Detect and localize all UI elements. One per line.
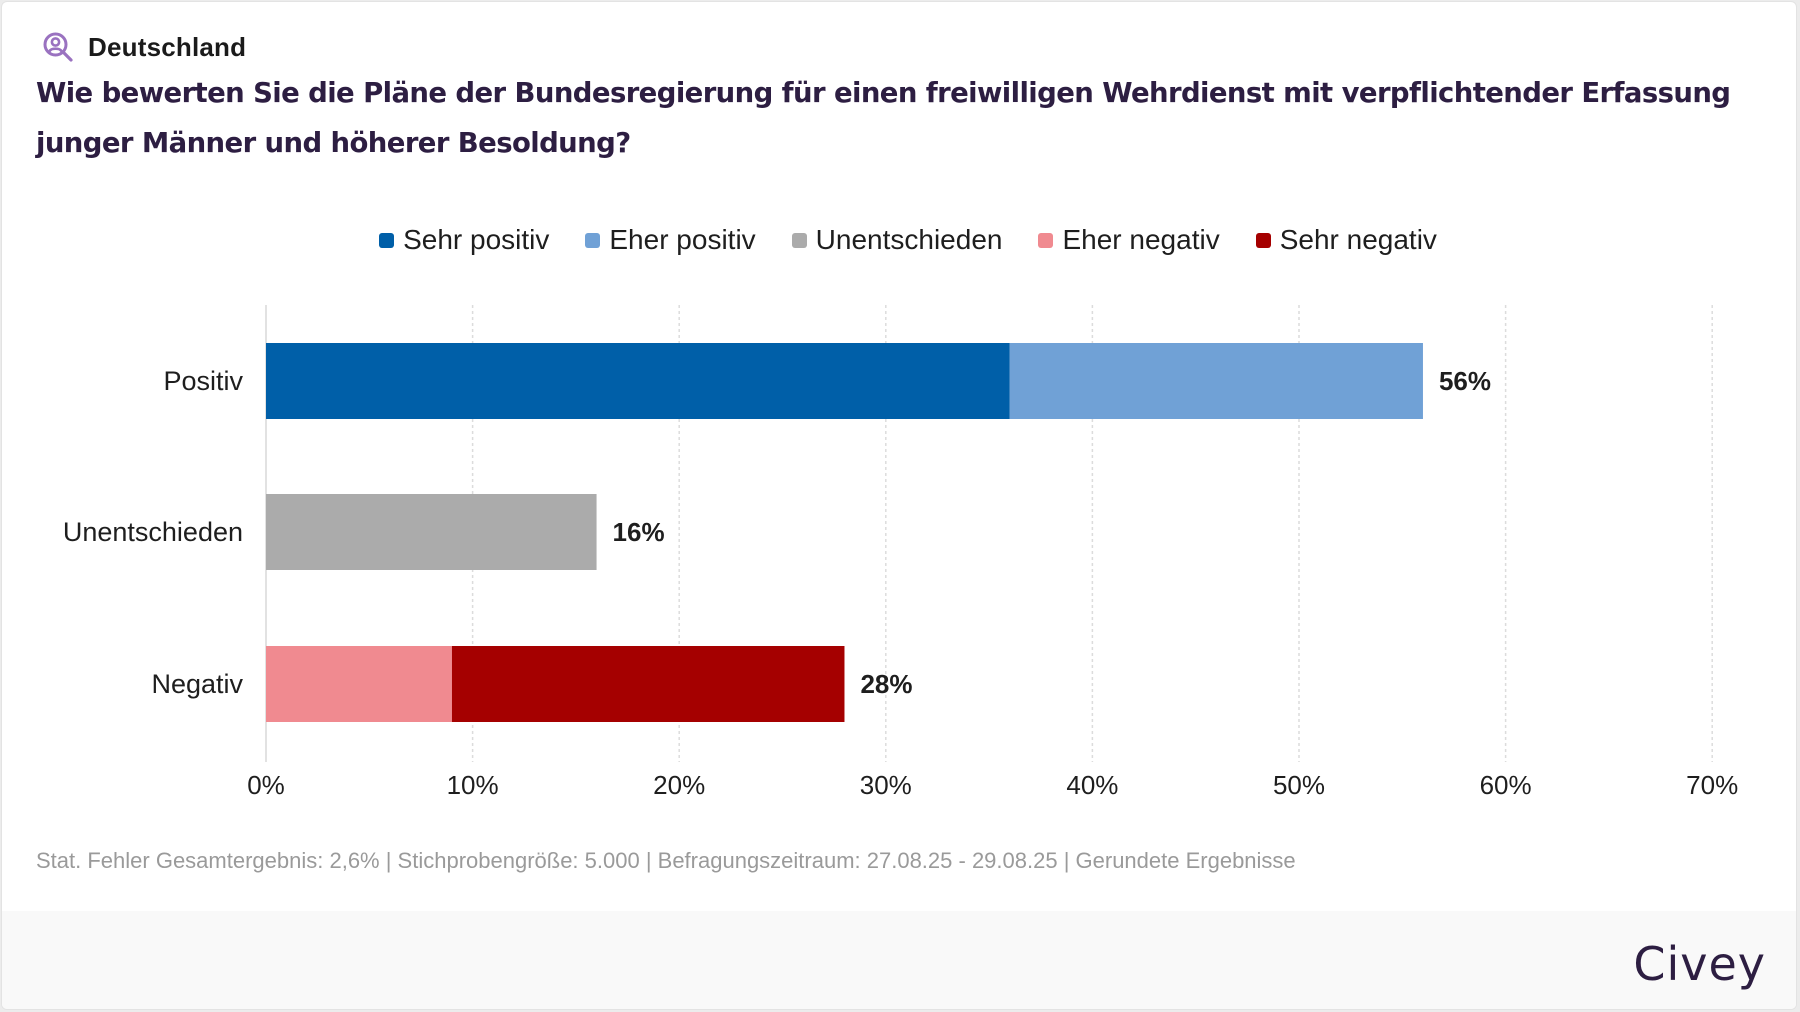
legend-swatch — [379, 232, 395, 248]
legend-label: Eher positiv — [609, 224, 756, 255]
legend-swatch — [1038, 232, 1054, 248]
x-tick-label: 70% — [1686, 770, 1738, 800]
legend-item-sehr-positiv[interactable]: Sehr positiv — [379, 224, 549, 256]
bar-segment-eher-positiv[interactable] — [1009, 343, 1423, 419]
legend-label: Eher negativ — [1062, 224, 1220, 255]
legend-label: Sehr negativ — [1279, 224, 1437, 255]
legend-swatch — [791, 232, 807, 248]
user-search-icon — [42, 31, 74, 63]
civey-logo[interactable]: Civey — [1633, 937, 1766, 991]
bar-segment-unentschieden[interactable] — [266, 494, 597, 570]
region-label: Deutschland — [88, 31, 247, 62]
x-tick-label: 10% — [447, 770, 499, 800]
legend-item-unentschieden[interactable]: Unentschieden — [791, 224, 1003, 256]
category-label: Unentschieden — [63, 517, 243, 547]
legend-label: Unentschieden — [815, 224, 1003, 255]
x-tick-label: 60% — [1480, 770, 1532, 800]
legend-item-eher-negativ[interactable]: Eher negativ — [1038, 224, 1220, 256]
footer-bar: Civey — [2, 911, 1796, 1009]
x-tick-label: 50% — [1273, 770, 1325, 800]
question-title: Wie bewerten Sie die Pläne der Bundesreg… — [36, 77, 1731, 159]
bar-segment-sehr-negativ[interactable] — [451, 646, 845, 722]
chart-legend: Sehr positiv Eher positiv Unentschieden … — [2, 220, 1796, 260]
stacked-bar-chart: 0% 10% 20% 30% 40% 50% 60% 70% Positiv 56% Unentsc… — [63, 305, 1738, 800]
total-value-label: 56% — [1439, 366, 1491, 396]
legend-item-sehr-negativ[interactable]: Sehr negativ — [1255, 224, 1437, 256]
x-tick-label: 40% — [1066, 770, 1118, 800]
total-value-label: 28% — [860, 669, 912, 699]
region-header: Deutschland — [42, 30, 246, 64]
category-label: Positiv — [163, 366, 243, 396]
legend-label: Sehr positiv — [403, 224, 550, 255]
legend-item-eher-positiv[interactable]: Eher positiv — [585, 224, 756, 256]
x-tick-label: 20% — [653, 770, 705, 800]
bar-segment-sehr-positiv[interactable] — [266, 343, 1010, 419]
legend-swatch — [1255, 232, 1271, 248]
x-tick-label: 30% — [860, 770, 912, 800]
methodology-footnote: Stat. Fehler Gesamtergebnis: 2,6% | Stic… — [36, 848, 1296, 873]
x-tick-label: 0% — [247, 770, 285, 800]
legend-swatch — [585, 232, 601, 248]
bar-segment-eher-negativ[interactable] — [266, 646, 452, 722]
category-label: Negativ — [151, 669, 243, 699]
total-value-label: 16% — [613, 517, 665, 547]
